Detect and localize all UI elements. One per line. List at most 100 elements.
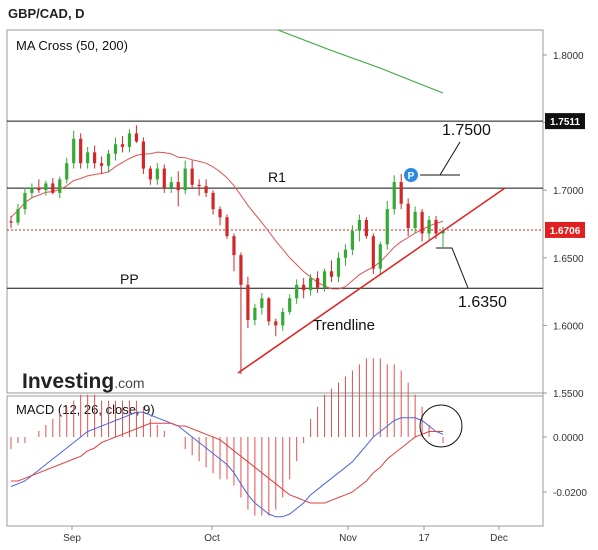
candle-body — [253, 307, 257, 320]
x-tick-label: Sep — [63, 533, 81, 544]
trendline — [237, 187, 506, 374]
macd-tick-label: -0.0200 — [553, 488, 587, 499]
annotation-16350: 1.6350 — [458, 294, 507, 311]
candle-body — [413, 211, 417, 229]
candle-body — [16, 209, 20, 223]
price-tag-bg — [545, 113, 585, 130]
candle-body — [441, 230, 445, 234]
chart-symbol-title: GBP/CAD, D — [8, 6, 85, 21]
ma-200-line — [277, 29, 444, 94]
candle-body — [288, 298, 292, 312]
macd-highlight-circle — [419, 404, 463, 448]
candle-body — [267, 298, 271, 322]
candle-body — [399, 182, 403, 204]
candle-body — [9, 221, 13, 223]
x-tick-label: Dec — [490, 533, 508, 544]
price-tick-label: 1.6500 — [553, 254, 584, 265]
candle-body — [99, 163, 104, 166]
candle-body — [232, 236, 236, 256]
candle-body — [190, 168, 194, 185]
candle-body — [260, 298, 264, 308]
candle-body — [176, 182, 180, 191]
candle-body — [134, 133, 139, 142]
price-panel-frame — [6, 29, 544, 394]
candle-body — [30, 187, 34, 193]
candle-body — [58, 179, 62, 193]
candle-body — [309, 278, 313, 291]
annotation-17500: 1.7500 — [442, 122, 491, 139]
candle-body — [120, 144, 125, 147]
candle-body — [302, 284, 306, 291]
candle-body — [162, 168, 166, 188]
callout-line-upper-diag — [439, 141, 461, 176]
candle-body — [169, 182, 173, 188]
signal-line — [11, 422, 443, 504]
candle-body — [218, 209, 222, 218]
x-tick-label: 17 — [418, 533, 430, 544]
candle-body — [371, 236, 375, 269]
macd-line — [10, 411, 444, 518]
candle-body — [434, 219, 438, 234]
candle-body — [23, 192, 27, 210]
candle-body — [51, 183, 55, 193]
x-tick-label: Nov — [339, 533, 357, 544]
price-tag-label: 1.7511 — [550, 117, 580, 128]
r1-label: R1 — [268, 169, 286, 185]
candle-body — [127, 133, 132, 147]
candle-body — [322, 271, 327, 288]
candle-body — [86, 152, 90, 164]
candle-body — [274, 321, 278, 326]
trendline-label: Trendline — [313, 317, 375, 334]
candle-body — [197, 184, 201, 187]
candle-body — [141, 141, 145, 169]
candle-body — [357, 219, 361, 231]
investing-brand: Investing — [22, 370, 114, 393]
callout-line-lower — [436, 247, 469, 289]
candle-body — [364, 219, 368, 237]
price-tick-label: 1.6000 — [553, 321, 584, 332]
candle-body — [44, 183, 48, 191]
candle-body — [65, 163, 69, 180]
candle-body — [392, 182, 396, 210]
candle-body — [343, 249, 348, 258]
candle-body — [329, 271, 334, 277]
candle-body — [148, 168, 152, 180]
ma-cross-label: MA Cross (50, 200) — [16, 38, 128, 53]
candle-body — [406, 203, 410, 229]
candle-body — [246, 284, 250, 320]
candle-body — [427, 219, 431, 234]
candle-body — [183, 168, 187, 191]
pp-label: PP — [120, 271, 139, 287]
candle-body — [336, 257, 341, 277]
macd-tick-label: 0.0000 — [553, 433, 584, 444]
x-tick-label: Oct — [204, 533, 220, 544]
macd-label: MACD (12, 26, close, 9) — [16, 402, 155, 417]
candle-body — [37, 187, 41, 191]
candle-body — [378, 244, 382, 269]
investing-logo: Investing.com — [22, 370, 145, 393]
candle-body — [211, 192, 215, 210]
candle-body — [225, 217, 229, 237]
candle-body — [204, 186, 208, 193]
candle-body — [113, 144, 118, 154]
price-tick-label: 1.8000 — [553, 51, 584, 62]
price-tick-label: 1.5500 — [553, 389, 584, 400]
candle-body — [79, 138, 83, 164]
candle-body — [281, 311, 285, 326]
pivot-marker-label: P — [408, 171, 415, 182]
candle-body — [239, 255, 243, 285]
candle-body — [420, 211, 424, 234]
candle-body — [155, 168, 159, 180]
ma-50-line — [10, 151, 444, 290]
price-tag-label: 1.6706 — [550, 226, 581, 237]
candle-body — [350, 230, 355, 250]
candle-body — [93, 152, 97, 164]
candle-body — [385, 209, 389, 245]
price-tick-label: 1.7000 — [553, 186, 584, 197]
price-tag-bg — [545, 221, 585, 238]
candle-body — [106, 153, 111, 166]
investing-suffix: .com — [114, 375, 144, 391]
pivot-marker — [404, 168, 418, 182]
candle-body — [72, 138, 76, 164]
